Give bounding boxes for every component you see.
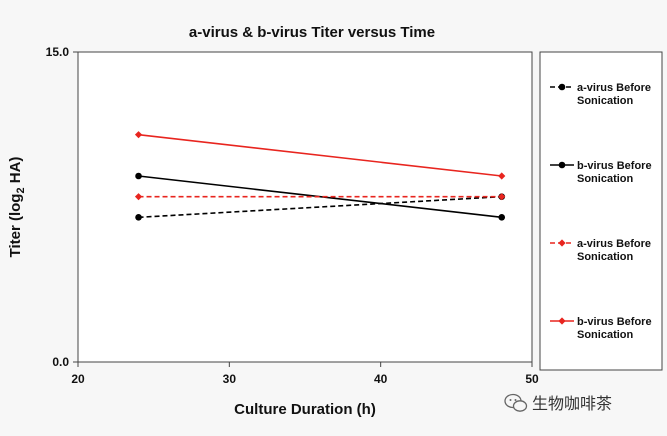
legend-swatch-marker <box>558 239 566 247</box>
series-4-line <box>138 133 502 177</box>
x-tick-label: 40 <box>374 372 388 386</box>
wechat-icon <box>504 393 528 412</box>
legend-swatch-marker <box>558 161 566 169</box>
x-tick-label: 20 <box>71 372 85 386</box>
legend-label-line2: Sonication <box>577 95 634 107</box>
series-4-point <box>498 172 506 180</box>
series-3-point <box>498 193 506 201</box>
legend-swatch-marker <box>558 83 566 91</box>
series-layer <box>134 131 506 221</box>
series-2 <box>135 172 506 221</box>
x-axis-ticks: 20 30 40 50 <box>71 362 539 386</box>
y-axis-title: Titer (log2 HA) <box>7 157 27 258</box>
chart-title: a-virus & b-virus Titer versus Time <box>189 24 435 41</box>
y-axis-title-main: Titer (log <box>7 194 24 258</box>
y-tick-label: 15.0 <box>46 45 70 59</box>
x-tick-label: 30 <box>223 372 237 386</box>
legend-label-line1: b-virus Before <box>577 160 652 172</box>
watermark-text: 生物咖啡茶 <box>532 394 612 413</box>
series-3-point <box>134 193 143 201</box>
plot-area <box>77 51 533 363</box>
legend-label-line2: Sonication <box>577 173 634 185</box>
legend-label-line1: a-virus Before <box>577 82 651 94</box>
series-4-point <box>134 131 143 139</box>
legend-label-line1: a-virus Before <box>577 238 651 250</box>
y-axis-title-tail: HA) <box>7 157 24 188</box>
series-3 <box>134 193 506 201</box>
series-4 <box>134 131 506 180</box>
y-axis-title-subscript: 2 <box>15 187 27 193</box>
watermark: 生物咖啡茶 <box>504 393 612 413</box>
y-tick-label: 0.0 <box>52 355 69 369</box>
series-1-point <box>135 214 142 221</box>
series-2-line <box>138 175 502 219</box>
legend-label-line1: b-virus Before <box>577 316 652 328</box>
legend-label-line2: Sonication <box>577 251 634 263</box>
series-1-line <box>138 195 502 219</box>
y-axis-ticks: 0.0 15.0 <box>46 45 78 369</box>
legend-swatch-marker <box>558 317 566 325</box>
legend-box <box>539 51 663 371</box>
x-axis-title: Culture Duration (h) <box>234 401 376 418</box>
legend-label-line2: Sonication <box>577 329 634 341</box>
x-tick-label: 50 <box>525 372 539 386</box>
series-2-point <box>498 214 506 221</box>
series-2-point <box>135 172 142 180</box>
